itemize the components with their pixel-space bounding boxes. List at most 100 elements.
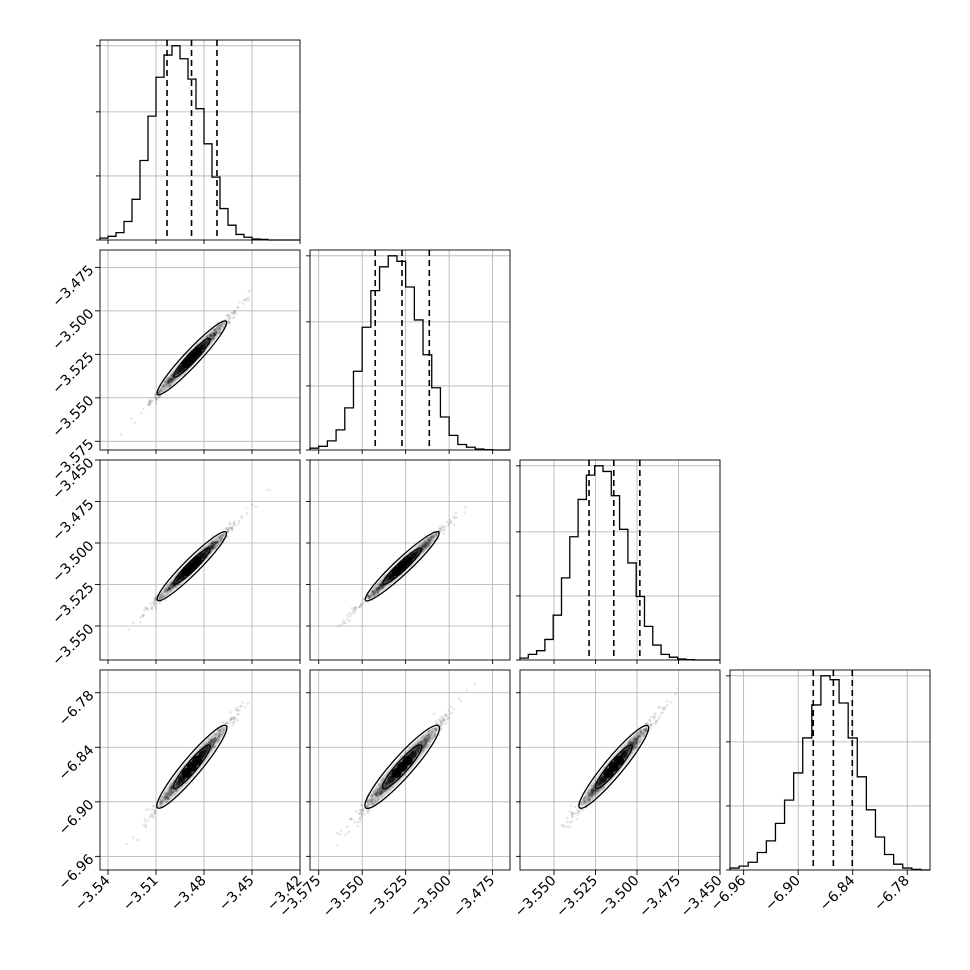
sample-point (632, 741, 635, 745)
sample-point (427, 736, 430, 740)
sample-point (226, 530, 230, 534)
contour-1 (364, 724, 441, 810)
sample-point (421, 541, 424, 545)
sample-point (428, 539, 431, 542)
sample-point (166, 796, 170, 800)
sample-point (213, 744, 216, 748)
sample-point (422, 748, 425, 751)
sample-point (422, 744, 425, 748)
sample-point (594, 788, 597, 792)
sample-point (214, 540, 218, 543)
sample-point (379, 785, 383, 788)
sample-point (166, 380, 169, 384)
sample-point (586, 794, 590, 798)
sample-point (649, 715, 653, 719)
sample-point (211, 746, 215, 749)
x-tick-label: −3.550 (512, 873, 560, 921)
histogram-step-3 (729, 675, 930, 871)
sample-point (217, 327, 221, 330)
x-tick-label: −3.475 (450, 873, 498, 921)
sample-point (368, 595, 372, 598)
sample-point (584, 795, 588, 798)
sample-point (219, 729, 222, 733)
x-tick-label: −6.84 (817, 873, 859, 915)
sample-point (210, 747, 213, 751)
sample-point (632, 743, 635, 746)
sample-point (247, 290, 250, 293)
sample-point (432, 535, 436, 539)
sample-point (167, 378, 171, 382)
sample-point (465, 689, 469, 692)
sample-point (424, 544, 428, 547)
sample-point (162, 385, 166, 388)
sample-point (427, 736, 431, 739)
sample-point (429, 536, 432, 539)
x-tick-label: −3.500 (407, 873, 455, 921)
y-tick-label: −6.90 (56, 797, 98, 839)
sample-point (174, 793, 177, 797)
sample-point (168, 376, 171, 380)
sample-point (228, 320, 231, 324)
sample-point (163, 382, 167, 385)
sample-point (212, 337, 216, 340)
sample-point (583, 798, 586, 801)
sample-point (418, 745, 422, 749)
sample-point (424, 739, 428, 742)
sample-point (587, 793, 590, 797)
sample-point (166, 378, 169, 382)
sample-point (583, 801, 586, 805)
sample-point (210, 334, 213, 338)
sample-point (436, 718, 440, 722)
sample-point (232, 522, 236, 526)
sample-point (566, 816, 569, 820)
sample-point (376, 791, 379, 794)
sample-point (169, 790, 173, 793)
sample-point (210, 546, 213, 550)
sample-point (386, 782, 389, 785)
sample-point (211, 541, 214, 544)
y-tick-label: −6.78 (56, 688, 98, 730)
sample-point (227, 320, 230, 323)
sample-point (644, 728, 647, 732)
sample-point (204, 758, 208, 761)
sample-point (378, 792, 381, 795)
sample-point (170, 377, 174, 381)
sample-point (236, 306, 239, 309)
sample-point (254, 505, 258, 509)
sample-point (177, 782, 181, 785)
density-peak (198, 750, 206, 758)
sample-point (434, 728, 437, 732)
sample-point (195, 342, 199, 346)
sample-point (205, 749, 208, 752)
sample-point (421, 545, 424, 549)
sample-point (581, 809, 584, 812)
sample-point (209, 546, 213, 549)
sample-point (212, 544, 216, 547)
sample-point (430, 534, 434, 538)
sample-point (641, 733, 644, 736)
sample-point (627, 741, 631, 745)
density-peak (387, 775, 395, 783)
sample-point (384, 579, 388, 582)
sample-point (206, 338, 210, 342)
sample-point (627, 748, 630, 751)
sample-point (163, 791, 167, 794)
sample-point (374, 589, 377, 592)
sample-point (342, 621, 345, 625)
sample-point (204, 748, 208, 752)
sample-point (385, 782, 389, 785)
sample-point (424, 741, 427, 744)
panel-frame (99, 39, 301, 241)
sample-point (158, 390, 161, 394)
sample-point (445, 714, 448, 717)
sample-point (228, 523, 231, 526)
sample-point (166, 796, 170, 799)
sample-point (419, 740, 423, 744)
sample-point (212, 333, 216, 337)
sample-point (169, 793, 172, 797)
sample-point (388, 782, 392, 786)
sample-point (382, 789, 385, 792)
x-tick-label: −3.500 (595, 873, 643, 921)
sample-point (590, 794, 594, 797)
sample-point (162, 387, 166, 390)
